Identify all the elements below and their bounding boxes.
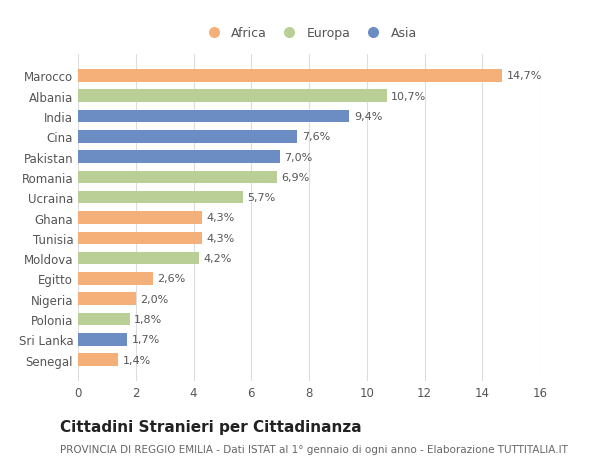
Text: 2,0%: 2,0% bbox=[140, 294, 169, 304]
Bar bbox=[78, 353, 118, 366]
Text: 1,8%: 1,8% bbox=[134, 314, 163, 325]
Bar bbox=[78, 273, 153, 285]
Text: 7,0%: 7,0% bbox=[284, 152, 313, 162]
Bar bbox=[78, 313, 130, 325]
Bar bbox=[78, 333, 127, 346]
Bar bbox=[78, 111, 349, 123]
Bar bbox=[78, 191, 242, 204]
Text: 4,2%: 4,2% bbox=[203, 253, 232, 263]
Legend: Africa, Europa, Asia: Africa, Europa, Asia bbox=[196, 22, 422, 45]
Text: 1,4%: 1,4% bbox=[123, 355, 151, 365]
Bar bbox=[78, 232, 202, 245]
Text: 10,7%: 10,7% bbox=[391, 91, 427, 101]
Text: 7,6%: 7,6% bbox=[302, 132, 330, 142]
Text: PROVINCIA DI REGGIO EMILIA - Dati ISTAT al 1° gennaio di ogni anno - Elaborazion: PROVINCIA DI REGGIO EMILIA - Dati ISTAT … bbox=[60, 444, 568, 454]
Bar bbox=[78, 293, 136, 305]
Text: 4,3%: 4,3% bbox=[206, 213, 235, 223]
Text: 6,9%: 6,9% bbox=[281, 173, 310, 183]
Text: 9,4%: 9,4% bbox=[354, 112, 382, 122]
Bar bbox=[78, 212, 202, 224]
Bar bbox=[78, 171, 277, 184]
Bar bbox=[78, 70, 502, 83]
Text: 2,6%: 2,6% bbox=[157, 274, 185, 284]
Bar bbox=[78, 90, 387, 103]
Bar bbox=[78, 151, 280, 163]
Bar bbox=[78, 252, 199, 265]
Text: 1,7%: 1,7% bbox=[131, 335, 160, 345]
Text: 14,7%: 14,7% bbox=[507, 71, 542, 81]
Text: 5,7%: 5,7% bbox=[247, 193, 275, 203]
Text: 4,3%: 4,3% bbox=[206, 233, 235, 243]
Bar bbox=[78, 131, 298, 143]
Text: Cittadini Stranieri per Cittadinanza: Cittadini Stranieri per Cittadinanza bbox=[60, 419, 362, 434]
